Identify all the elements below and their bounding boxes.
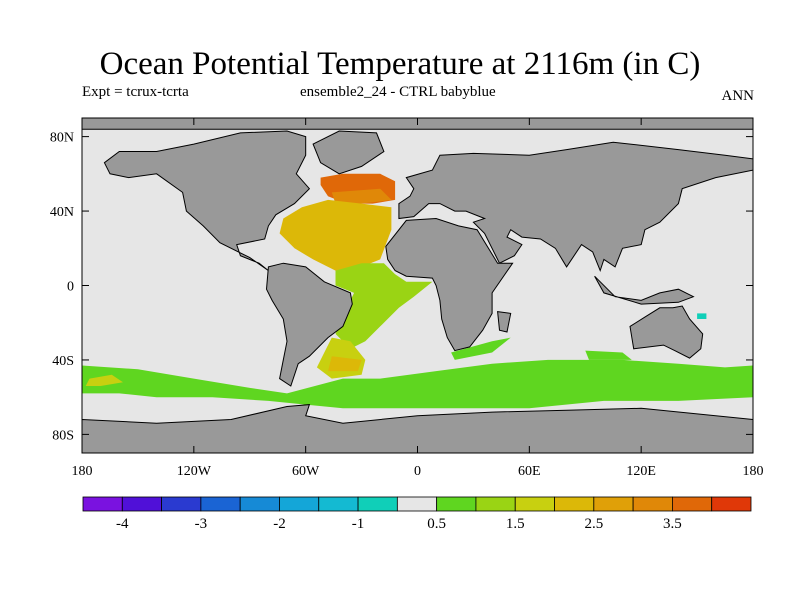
experiment-label: Expt = tcrux-tcrta [82,84,189,100]
x-tick-label: 120E [626,464,656,479]
x-tick-label: 180 [72,464,93,479]
land-indonesia [594,275,695,305]
anomaly-south-atlantic-core [328,356,362,372]
colorbar-label: -4 [116,516,129,532]
y-tick-label: 40S [52,354,74,369]
y-tick-label: 80N [50,131,74,146]
colorbar-swatch [396,496,438,512]
colorbar-swatch [279,496,320,512]
colorbar-swatch [239,496,280,512]
anomaly-south-pacific-warm-patch [85,374,123,386]
x-tick-label: 60E [518,464,541,479]
colorbar-swatch [554,496,595,512]
land-south-america [265,262,353,387]
colorbar-swatch [82,496,123,512]
x-tick-label: 120W [177,464,212,479]
x-tick-label: 180 [743,464,764,479]
y-tick-label: 0 [67,280,74,295]
land-madagascar [497,311,512,333]
colorbar-swatch [357,496,398,512]
anomaly-west-pacific-cold-spot [697,313,707,319]
colorbar-swatch [593,496,634,512]
anomaly-north-atlantic-warm-core [331,188,392,204]
colorbar-swatch [711,496,752,512]
map-title: Ocean Potential Temperature at 2116m (in… [99,46,701,82]
y-tick-label: 40N [50,205,74,220]
colorbar-label: 1.5 [506,516,525,532]
land-eurasia [398,141,753,273]
land-africa [385,217,514,352]
colorbar-swatch [318,496,359,512]
map-layers [82,118,753,453]
colorbar-swatch [161,496,202,512]
land-north-america [103,130,311,272]
colorbar-label: -3 [195,516,208,532]
colorbar-label: -2 [273,516,286,532]
land-antarctica [82,404,753,453]
colorbar-label: 3.5 [663,516,682,532]
colorbar-label: 0.5 [427,516,446,532]
ensemble-label: ensemble2_24 - CTRL babyblue [300,84,496,100]
colorbar-label: -1 [352,516,365,532]
anomaly-south-indian-offshore [585,350,632,360]
colorbar-label: 2.5 [584,516,603,532]
anomaly-equatorial-atlantic [335,263,433,349]
y-tick-label: 80S [52,428,74,443]
x-tick-label: 60W [292,464,320,479]
anomaly-north-atlantic-subtropical [279,199,392,271]
colorbar-swatch [632,496,673,512]
anomaly-southern-ocean-band [82,359,753,409]
anomaly-south-indian-streak [451,337,511,360]
colorbar-swatch [672,496,713,512]
land-greenland [312,130,385,175]
season-label: ANN [721,88,755,104]
x-tick-label: 0 [414,464,421,479]
colorbar-swatch [475,496,516,512]
colorbar-swatch [200,496,241,512]
colorbar-swatch [436,496,477,512]
colorbar-swatch [514,496,555,512]
land-australia [629,305,704,359]
colorbar-swatch [121,496,162,512]
